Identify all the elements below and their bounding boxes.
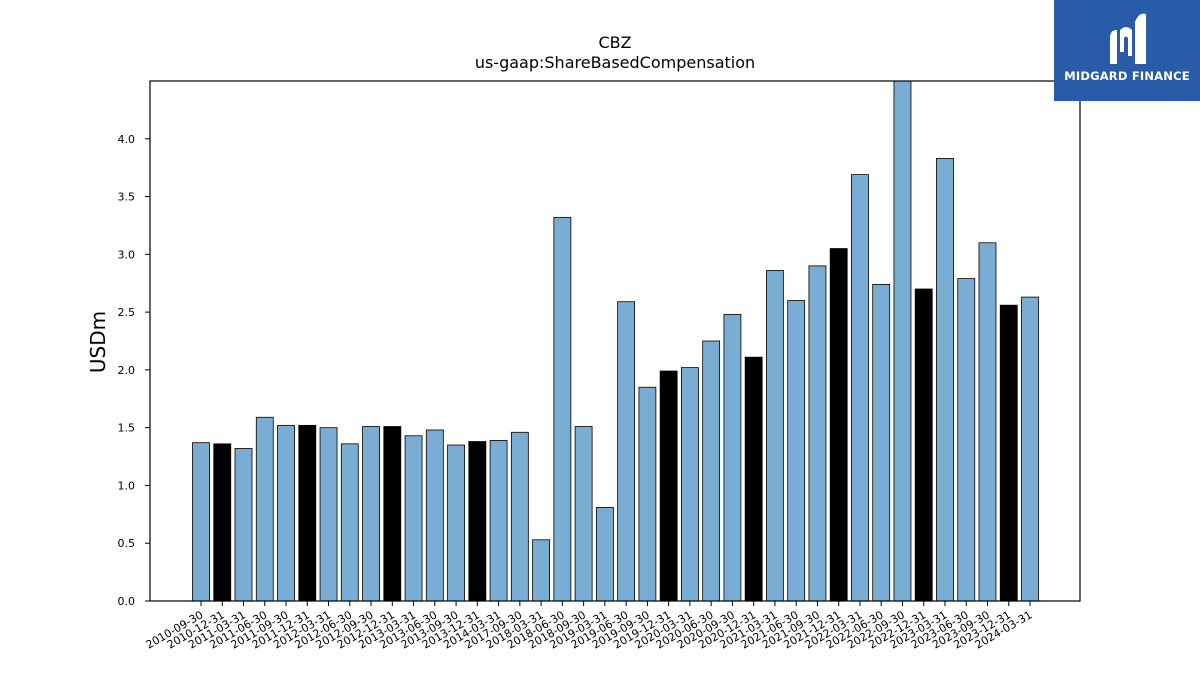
bar-2018-06-30 — [553, 216, 572, 602]
y-tick-label: 2.0 — [118, 364, 136, 377]
y-tick-label: 3.5 — [118, 191, 136, 204]
bar-2011-03-31 — [234, 448, 253, 602]
bar-2021-09-30 — [808, 265, 827, 602]
bar-2023-09-30 — [978, 242, 997, 602]
bar-2013-06-30 — [425, 429, 444, 602]
y-tick-label: 1.0 — [118, 479, 136, 492]
logo-text: MIDGARD FINANCE — [1064, 69, 1190, 83]
y-tick-label: 0.0 — [118, 595, 136, 608]
y-tick-label: 2.5 — [118, 306, 136, 319]
bars-group — [192, 80, 1039, 602]
bar-2019-09-30 — [638, 386, 657, 602]
bar-2013-03-31 — [404, 435, 423, 602]
bar-2021-12-31 — [829, 248, 848, 602]
bar-2023-12-31 — [999, 304, 1018, 602]
bar-2020-09-30 — [723, 314, 742, 602]
y-tick-label: 4.0 — [118, 133, 136, 146]
bar-2012-09-30 — [362, 426, 380, 602]
y-tick-label: 0.5 — [118, 537, 136, 550]
bar-2019-12-31 — [659, 370, 678, 602]
chart-subtitle: us-gaap:ShareBasedCompensation — [474, 53, 756, 72]
bar-2023-03-31 — [936, 158, 954, 602]
bar-2012-06-30 — [340, 443, 359, 602]
brand-logo: MIDGARD FINANCE — [1054, 0, 1200, 101]
chart-title: CBZ — [598, 33, 632, 52]
plot-frame — [149, 80, 1081, 602]
bar-2018-09-30 — [574, 426, 593, 602]
y-axis: 0.0 0.5 1.0 1.5 2.0 2.5 3.0 3.5 4.0 — [118, 133, 150, 608]
bar-2021-06-30 — [787, 300, 806, 602]
bar-2020-12-31 — [744, 356, 763, 602]
bar-2022-03-31 — [851, 174, 869, 602]
bar-2012-12-31 — [383, 426, 402, 602]
bar-2010-12-31 — [213, 443, 232, 602]
bar-2017-09-30 — [510, 431, 529, 602]
y-tick-label: 3.0 — [118, 248, 136, 261]
bar-2014-03-31 — [489, 439, 508, 602]
bar-2022-12-31 — [914, 288, 933, 602]
bar-2021-03-31 — [766, 270, 784, 602]
bar-2019-03-31 — [595, 506, 614, 602]
bar-2022-09-30 — [893, 80, 912, 602]
bar-2022-06-30 — [872, 283, 891, 602]
bar-2013-09-30 — [447, 444, 465, 602]
logo-mark-icon — [1110, 13, 1146, 64]
bar-2020-06-30 — [702, 340, 721, 602]
bar-2011-06-30 — [255, 416, 274, 602]
bar-2018-03-31 — [532, 539, 551, 602]
bar-2013-12-31 — [468, 441, 487, 602]
bar-2011-12-31 — [298, 424, 317, 602]
y-tick-label: 1.5 — [118, 422, 136, 435]
bar-2019-06-30 — [617, 301, 636, 602]
bar-2010-09-30 — [192, 442, 210, 602]
bar-2020-03-31 — [680, 367, 699, 602]
bar-2012-03-31 — [319, 427, 338, 602]
bar-2023-06-30 — [957, 278, 976, 602]
y-axis-label: USDm — [86, 310, 110, 374]
bar-2011-09-30 — [277, 424, 295, 602]
x-axis: 2010-09-302010-12-312011-03-312011-06-30… — [144, 601, 1035, 652]
bar-2024-03-31 — [1021, 296, 1039, 602]
